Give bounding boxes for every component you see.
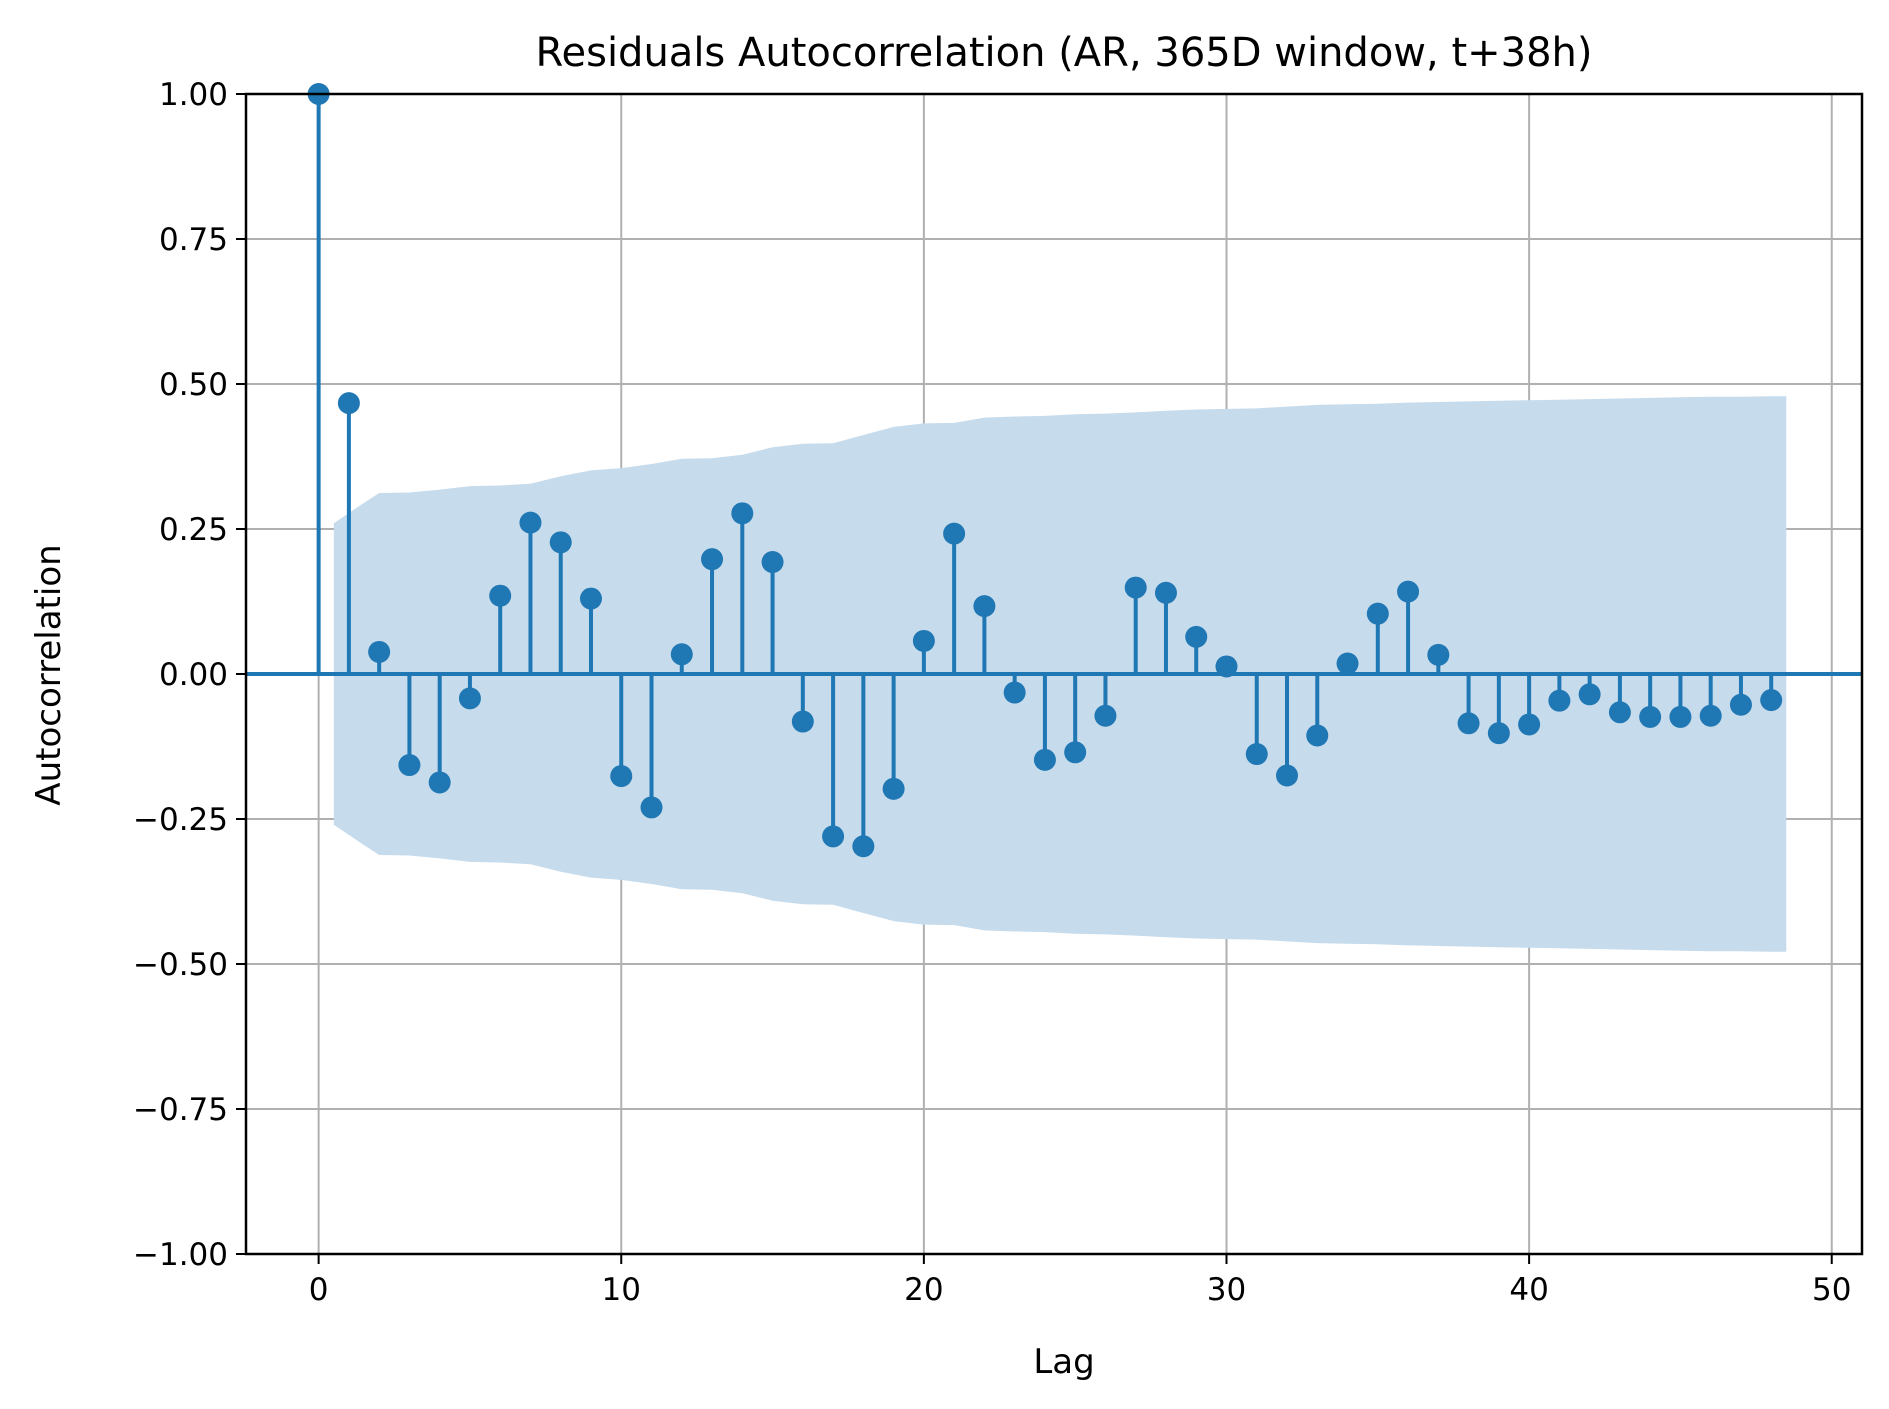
stem-marker [1094, 704, 1117, 727]
stem-marker [579, 587, 602, 610]
stem-marker [337, 392, 360, 415]
y-axis-label: Autocorrelation [29, 544, 69, 805]
stem-marker [852, 835, 875, 858]
stem-marker [368, 640, 391, 663]
y-tick-label: 0.25 [159, 512, 228, 548]
stem-marker [1548, 689, 1571, 712]
stems [246, 83, 1862, 858]
stem-marker [1669, 705, 1692, 728]
y-tick-label: 0.75 [159, 222, 228, 258]
stem-marker [1124, 576, 1147, 599]
stem-marker [610, 765, 633, 788]
y-tick-label: 1.00 [159, 77, 228, 113]
stem-marker [549, 531, 572, 554]
stem-marker [1215, 655, 1238, 678]
x-tick-label: 50 [1812, 1272, 1851, 1308]
stem-marker [1639, 705, 1662, 728]
stem-marker [791, 710, 814, 733]
stem-marker [943, 522, 966, 545]
y-tick-label: 0.50 [159, 367, 228, 403]
stem-marker [1760, 689, 1783, 712]
stem-marker [1397, 580, 1420, 603]
stem-marker [398, 754, 421, 777]
x-tick-label: 10 [602, 1272, 641, 1308]
stem-marker [1003, 681, 1026, 704]
chart-title: Residuals Autocorrelation (AR, 365D wind… [536, 30, 1593, 76]
stem-marker [458, 687, 481, 710]
stem-marker [1064, 741, 1087, 764]
stem-marker [1245, 743, 1268, 766]
stem-marker [1366, 602, 1389, 625]
stem-marker [428, 771, 451, 794]
stem-marker [973, 595, 996, 618]
x-axis-label: Lag [1033, 1342, 1094, 1382]
stem-marker [1729, 693, 1752, 716]
x-tick-label: 40 [1509, 1272, 1548, 1308]
stem-marker [1306, 724, 1329, 747]
stem-marker [1154, 581, 1177, 604]
stem-marker [1427, 643, 1450, 666]
stem-marker [519, 511, 542, 534]
stem-marker [1457, 712, 1480, 735]
stem-marker [1033, 748, 1056, 771]
y-tick-label: −1.00 [133, 1237, 228, 1273]
stem-marker [1487, 722, 1510, 745]
y-tick-label: −0.25 [133, 802, 228, 838]
y-tick-label: 0.00 [159, 657, 228, 693]
stem-marker [489, 584, 512, 607]
stem-marker [670, 643, 693, 666]
stem-marker [822, 825, 845, 848]
stem-marker [731, 502, 754, 525]
stem-marker [761, 551, 784, 574]
stem-marker [912, 629, 935, 652]
stem-marker [1578, 683, 1601, 706]
stem-marker [1185, 625, 1208, 648]
axes [236, 92, 1864, 1264]
stem-marker [640, 796, 663, 819]
stem-marker [1608, 701, 1631, 724]
y-tick-label: −0.75 [133, 1092, 228, 1128]
stem-marker [1276, 764, 1299, 787]
x-tick-label: 0 [309, 1272, 329, 1308]
y-tick-label: −0.50 [133, 947, 228, 983]
stem-marker [882, 777, 905, 800]
tick-labels: 0 10 20 30 40 50 1.00 0.75 0.50 0.25 0.00 −0.25 −0.5… [133, 77, 1851, 1308]
stem-marker [1336, 652, 1359, 675]
x-tick-label: 30 [1207, 1272, 1246, 1308]
stem-marker [701, 548, 724, 571]
x-tick-label: 20 [904, 1272, 943, 1308]
stem-marker [1699, 704, 1722, 727]
stem-marker [1518, 713, 1541, 736]
